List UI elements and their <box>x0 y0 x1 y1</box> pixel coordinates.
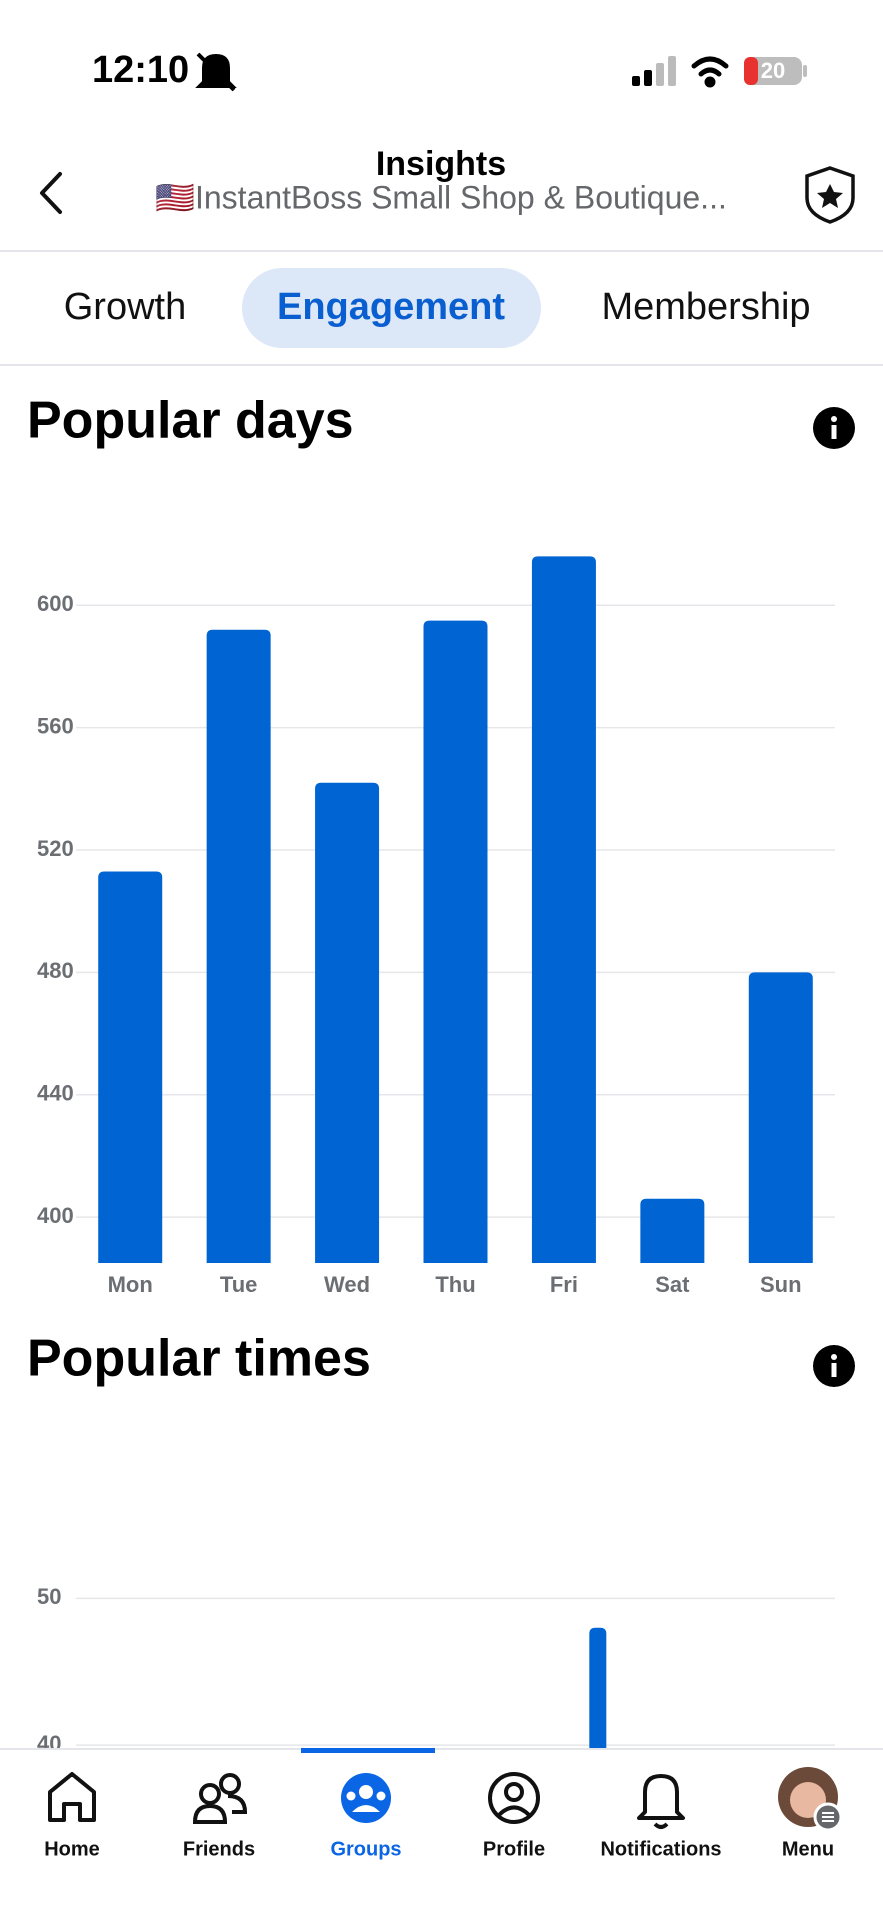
groups-icon[interactable] <box>341 1773 391 1823</box>
y-tick-label: 520 <box>37 836 74 861</box>
info-bar <box>831 1363 837 1377</box>
home-icon[interactable] <box>48 1772 96 1822</box>
charts: Popular days 400 440 480 520 560 600 Mon Tue Wed T… <box>27 392 855 1892</box>
header-subtitle: 🇺🇸InstantBoss Small Shop & Boutique... <box>155 179 727 215</box>
y-tick-label: 50 <box>37 1584 61 1609</box>
x-tick-label: Sat <box>655 1272 690 1297</box>
friends-icon[interactable] <box>192 1773 248 1824</box>
x-tick-label: Fri <box>550 1272 578 1297</box>
bar <box>98 871 163 1263</box>
x-tick-label: Mon <box>108 1272 153 1297</box>
x-tick-label: Sun <box>760 1272 802 1297</box>
signal-icon <box>632 56 676 86</box>
mute-icon <box>195 52 237 92</box>
nav-active-indicator <box>301 1748 435 1753</box>
nav-label[interactable]: Profile <box>483 1838 545 1860</box>
nav-label[interactable]: Notifications <box>600 1838 721 1860</box>
info-dot <box>831 1354 837 1360</box>
bar <box>748 972 813 1263</box>
section-title: Popular days <box>27 392 354 450</box>
bar <box>531 556 596 1263</box>
tab[interactable]: Engagement <box>277 286 505 328</box>
bar <box>206 629 271 1263</box>
y-tick-label: 440 <box>37 1081 74 1106</box>
y-tick-label: 400 <box>37 1203 74 1228</box>
menu-avatar[interactable] <box>778 1767 843 1832</box>
battery <box>744 57 802 85</box>
battery-level <box>744 57 758 85</box>
notifications-icon[interactable] <box>637 1774 685 1829</box>
bar <box>315 782 380 1263</box>
y-tick-label: 480 <box>37 958 74 983</box>
bar <box>423 620 488 1263</box>
back-button[interactable] <box>40 172 62 214</box>
bar <box>640 1198 705 1263</box>
nav-label[interactable]: Menu <box>782 1838 834 1860</box>
nav-label[interactable]: Home <box>44 1838 100 1860</box>
header-title: Insights <box>376 145 506 183</box>
info-dot <box>831 416 837 422</box>
nav-label[interactable]: Friends <box>183 1838 255 1860</box>
status-time: 12:10 <box>92 49 189 91</box>
x-tick-label: Wed <box>324 1272 370 1297</box>
battery-tip <box>803 65 807 77</box>
wifi-icon <box>691 56 729 88</box>
y-tick-label: 600 <box>37 591 74 616</box>
admin-shield[interactable] <box>805 166 855 224</box>
profile-icon[interactable] <box>488 1772 540 1824</box>
info-bar <box>831 425 837 439</box>
x-tick-label: Tue <box>220 1272 257 1297</box>
y-tick-label: 560 <box>37 713 74 738</box>
tab[interactable]: Growth <box>64 286 186 328</box>
bottom-nav: Home Friends Groups Profile Notification… <box>0 1748 883 1920</box>
nav-label[interactable]: Groups <box>330 1838 401 1860</box>
x-tick-label: Thu <box>435 1272 475 1297</box>
battery-percent: 20 <box>761 58 785 83</box>
tab[interactable]: Membership <box>601 286 810 328</box>
section-title: Popular times <box>27 1330 371 1388</box>
tab-active-bg <box>242 268 541 348</box>
nav-bg <box>0 1749 883 1920</box>
